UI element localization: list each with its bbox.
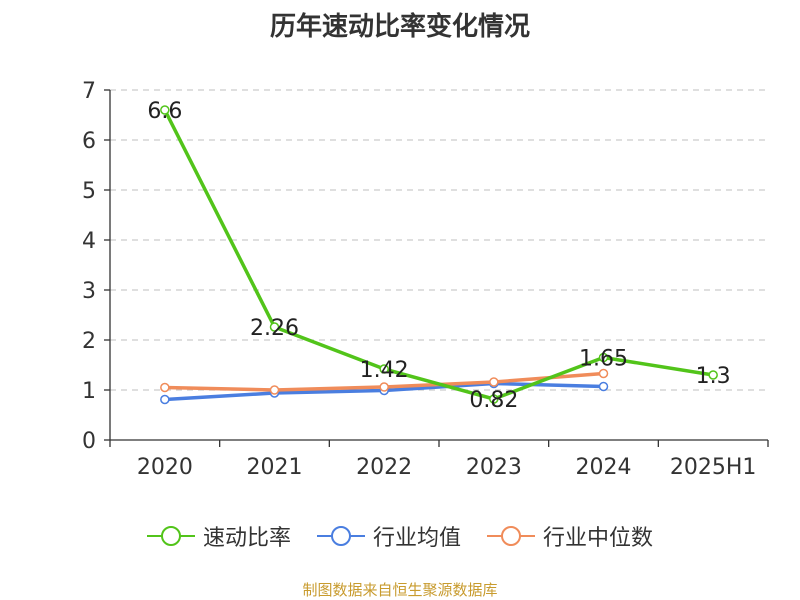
legend-item-industry-mean[interactable]: 行业均值 [316,520,461,552]
data-point-0 [269,322,280,332]
x-tick-label: 2022 [356,455,412,480]
data-point-1 [160,394,170,405]
legend-label-industry-mean: 行业均值 [372,526,461,551]
data-label: 2.26 [250,316,299,341]
legend-item-quick-ratio[interactable]: 速动比率 [146,520,291,552]
data-point-2 [379,382,389,392]
x-tick-label: 2024 [576,455,632,480]
x-tick-label: 2020 [137,455,193,480]
y-tick-label: 3 [82,279,96,304]
data-label: 1.42 [360,358,409,383]
source-note: 制图数据来自恒生聚源数据库 [302,581,498,599]
y-tick-label: 0 [82,429,96,454]
data-point-1 [598,381,609,392]
data-point-2 [489,377,499,387]
legend-label-quick-ratio: 速动比率 [202,526,291,551]
y-tick-label: 4 [82,229,96,254]
data-label: 1.65 [579,347,628,372]
y-tick-label: 2 [82,329,96,354]
data-point-2 [160,382,170,393]
x-tick-label: 2023 [466,455,522,480]
data-point-0 [160,105,170,115]
legend-item-industry-median[interactable]: 行业中位数 [487,520,653,552]
legend-marker-industry-median [487,526,535,546]
data-label: 6.6 [147,99,182,124]
x-tick-label: 2025H1 [670,455,757,480]
data-label: 1.3 [696,364,731,389]
chart-title: 历年速动比率变化情况 [269,12,530,42]
data-point-0 [708,370,718,380]
data-point-2 [269,385,280,395]
data-point-2 [598,368,609,379]
series-line-0 [163,109,714,401]
y-tick-label: 6 [82,129,96,154]
legend-marker-industry-mean [316,526,365,546]
legend-marker-quick-ratio [146,526,195,546]
x-tick-label: 2021 [247,455,303,480]
data-point-0 [489,394,499,404]
data-point-0 [598,352,609,363]
data-label: 0.82 [469,388,518,413]
y-tick-label: 5 [82,179,96,204]
legend-label-industry-median: 行业中位数 [543,526,654,551]
data-point-0 [379,364,389,374]
legend: 速动比率 行业均值 行业中位数 [0,520,800,552]
y-tick-label: 7 [82,79,96,104]
y-tick-label: 1 [82,379,96,404]
